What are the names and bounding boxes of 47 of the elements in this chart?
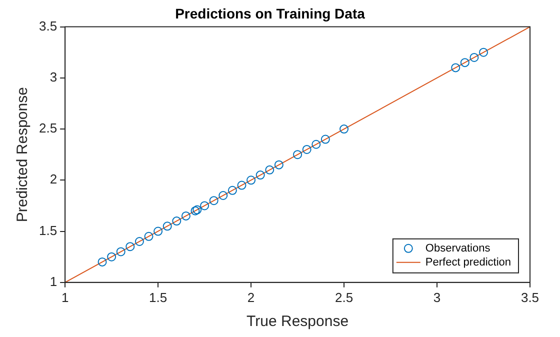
y-tick-label: 1 xyxy=(50,274,58,289)
point xyxy=(126,242,135,252)
point xyxy=(312,140,321,149)
x-tick-label: 3.5 xyxy=(520,290,540,305)
x-axis-title: True Response xyxy=(246,313,349,330)
y-tick-label: 2.5 xyxy=(38,120,58,136)
point xyxy=(228,186,237,195)
legend-label: Perfect prediction xyxy=(425,256,512,268)
y-tick-label: 3.5 xyxy=(38,18,58,34)
point xyxy=(460,58,470,68)
point xyxy=(154,226,163,236)
point xyxy=(256,170,265,180)
point xyxy=(162,222,172,231)
x-tick-label: 2 xyxy=(247,290,255,305)
point xyxy=(116,247,126,256)
point xyxy=(246,176,256,185)
point xyxy=(470,52,479,62)
x-tick-label: 1 xyxy=(61,290,69,305)
point xyxy=(200,201,210,210)
point xyxy=(190,206,200,216)
point xyxy=(340,124,349,134)
point xyxy=(320,134,330,144)
y-axis-title: Predicted Response xyxy=(14,87,32,222)
x-tick-label: 3 xyxy=(433,290,441,305)
chart-title: Predictions on Training Data xyxy=(175,5,366,22)
x-tick-label: 2.5 xyxy=(334,290,354,305)
point xyxy=(302,144,312,154)
y-tick-label: 1.5 xyxy=(38,222,58,238)
point xyxy=(451,63,460,72)
legend-label: Observations xyxy=(425,242,491,254)
point xyxy=(265,165,274,174)
y-tick-label: 2 xyxy=(50,172,58,187)
point xyxy=(144,232,154,241)
point xyxy=(218,190,228,200)
point xyxy=(192,205,202,214)
point xyxy=(172,216,182,226)
point xyxy=(479,48,488,57)
point xyxy=(98,257,107,266)
point xyxy=(293,150,302,160)
point xyxy=(237,180,246,190)
point xyxy=(107,252,116,262)
point xyxy=(134,237,144,246)
point xyxy=(181,211,190,220)
y-tick-label: 3 xyxy=(50,70,58,84)
x-tick-label: 1.5 xyxy=(149,290,168,305)
point xyxy=(209,196,218,206)
point xyxy=(274,160,284,170)
